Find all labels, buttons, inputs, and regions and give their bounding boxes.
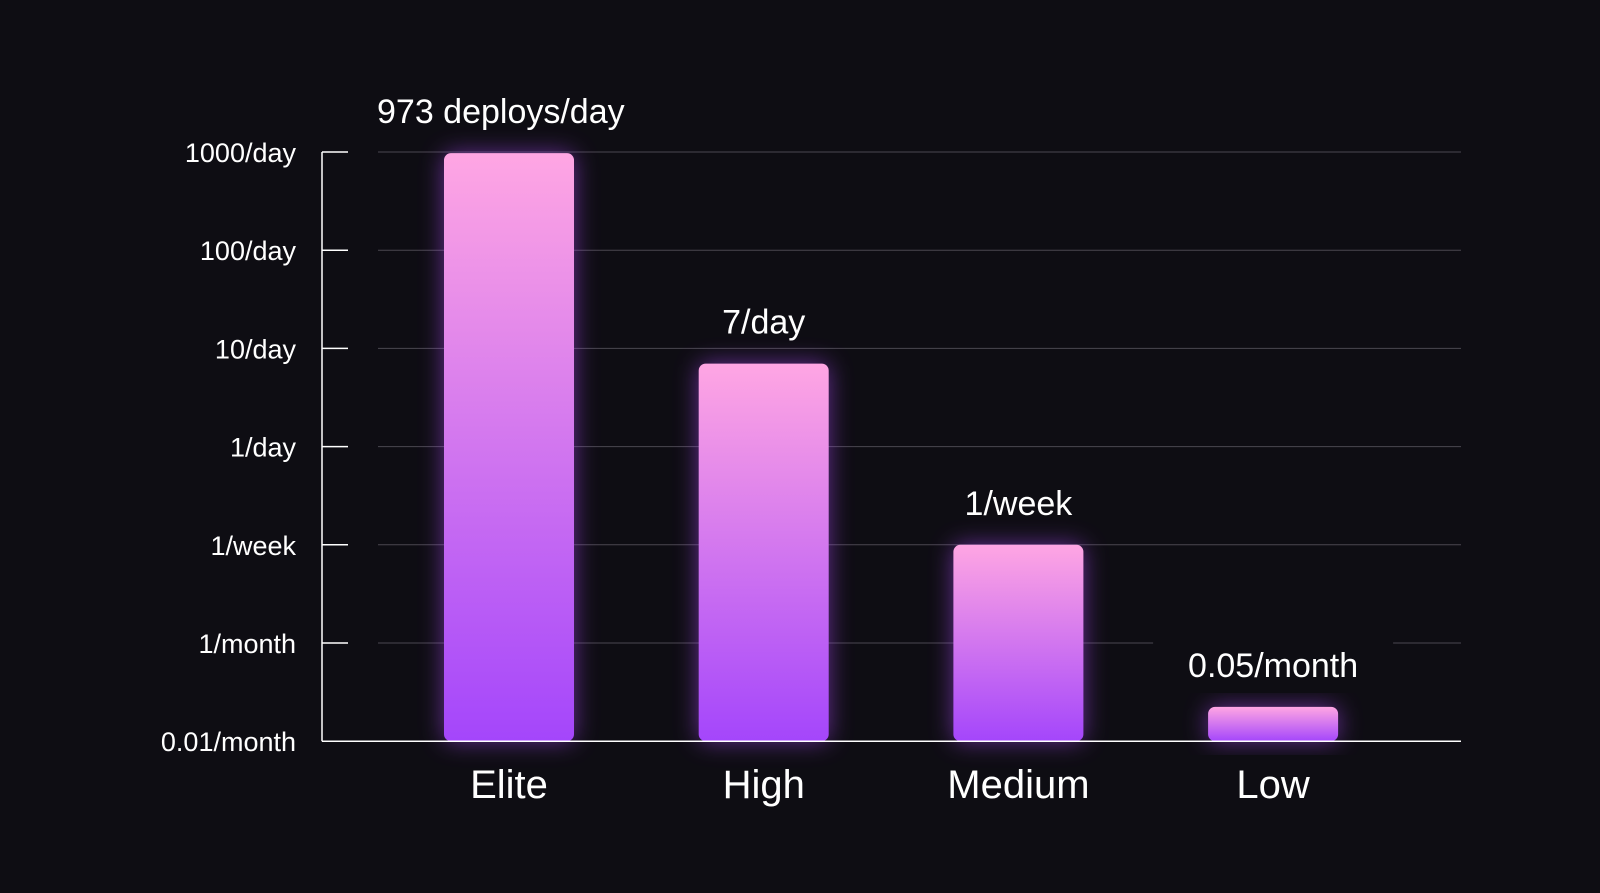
labels: 1000/day 100/day 10/day 1/day 1/week 1/month 0… bbox=[161, 93, 1358, 807]
data-label: 7/day bbox=[722, 304, 805, 342]
data-label: 0.05/month bbox=[1188, 647, 1358, 685]
x-tick-label: Low bbox=[1236, 763, 1309, 807]
y-tick-label: 100/day bbox=[200, 236, 297, 266]
bar-low bbox=[1208, 706, 1339, 742]
y-tick-label: 1000/day bbox=[185, 138, 297, 168]
data-label: 1/week bbox=[965, 485, 1074, 523]
x-tick-label: Medium bbox=[947, 763, 1089, 807]
y-tick-label: 1/month bbox=[198, 629, 296, 659]
axes bbox=[321, 151, 1461, 742]
bar-elite bbox=[444, 153, 574, 742]
bar-medium bbox=[953, 544, 1084, 742]
bars bbox=[444, 153, 1339, 742]
x-tick-label: High bbox=[723, 763, 805, 807]
x-tick-label: Elite bbox=[470, 763, 548, 807]
y-tick-label: 1/week bbox=[210, 531, 296, 561]
y-tick-label: 10/day bbox=[215, 334, 297, 364]
data-label: 973 deploys/day bbox=[377, 93, 625, 131]
bar-high bbox=[698, 363, 829, 742]
y-tick-label: 1/day bbox=[230, 433, 297, 463]
y-tick-label: 0.01/month bbox=[161, 727, 296, 757]
